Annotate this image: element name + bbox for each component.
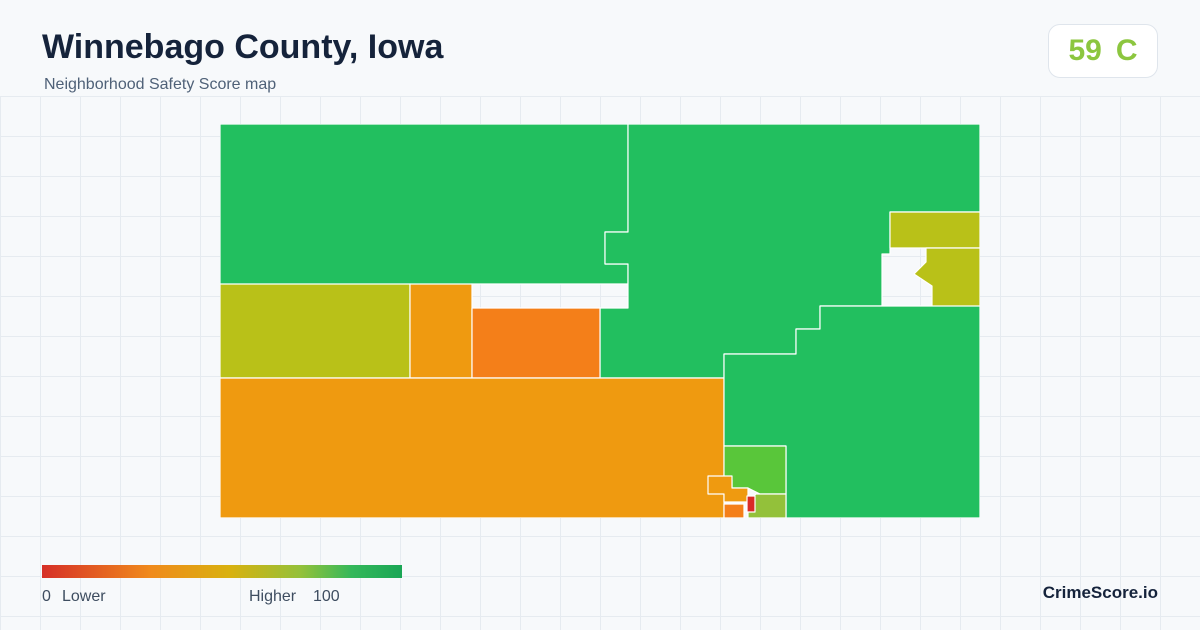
map-region-town-north[interactable] xyxy=(723,445,787,495)
page-subtitle: Neighborhood Safety Score map xyxy=(44,76,277,93)
legend-max-value: 100 xyxy=(313,588,340,605)
map-region-northwest[interactable] xyxy=(220,124,629,309)
safety-score-grade: C xyxy=(1115,34,1138,67)
map-region-town-south[interactable] xyxy=(723,503,745,518)
map-region-central[interactable] xyxy=(471,307,601,379)
map-region-west[interactable] xyxy=(220,283,411,379)
page-title: Winnebago County, Iowa xyxy=(42,28,444,66)
safety-score-value: 59 xyxy=(1068,34,1102,67)
legend-color-scale xyxy=(42,565,402,578)
legend-min-value: 0 xyxy=(42,588,51,605)
brand-name: CrimeScore.io xyxy=(1042,583,1158,602)
map-region-south[interactable] xyxy=(220,377,725,518)
header xyxy=(0,0,1200,96)
map-region-town-center[interactable] xyxy=(746,495,756,513)
legend-min-label: Lower xyxy=(62,588,106,605)
map-region-east-lower[interactable] xyxy=(913,247,980,321)
map-region-central-column[interactable] xyxy=(409,283,473,379)
county-map[interactable] xyxy=(220,124,980,518)
safety-score-badge: 59 C xyxy=(1048,24,1158,78)
legend-max-label: Higher xyxy=(249,588,297,605)
map-region-east-upper[interactable] xyxy=(889,211,980,249)
county-map-svg xyxy=(220,124,980,518)
